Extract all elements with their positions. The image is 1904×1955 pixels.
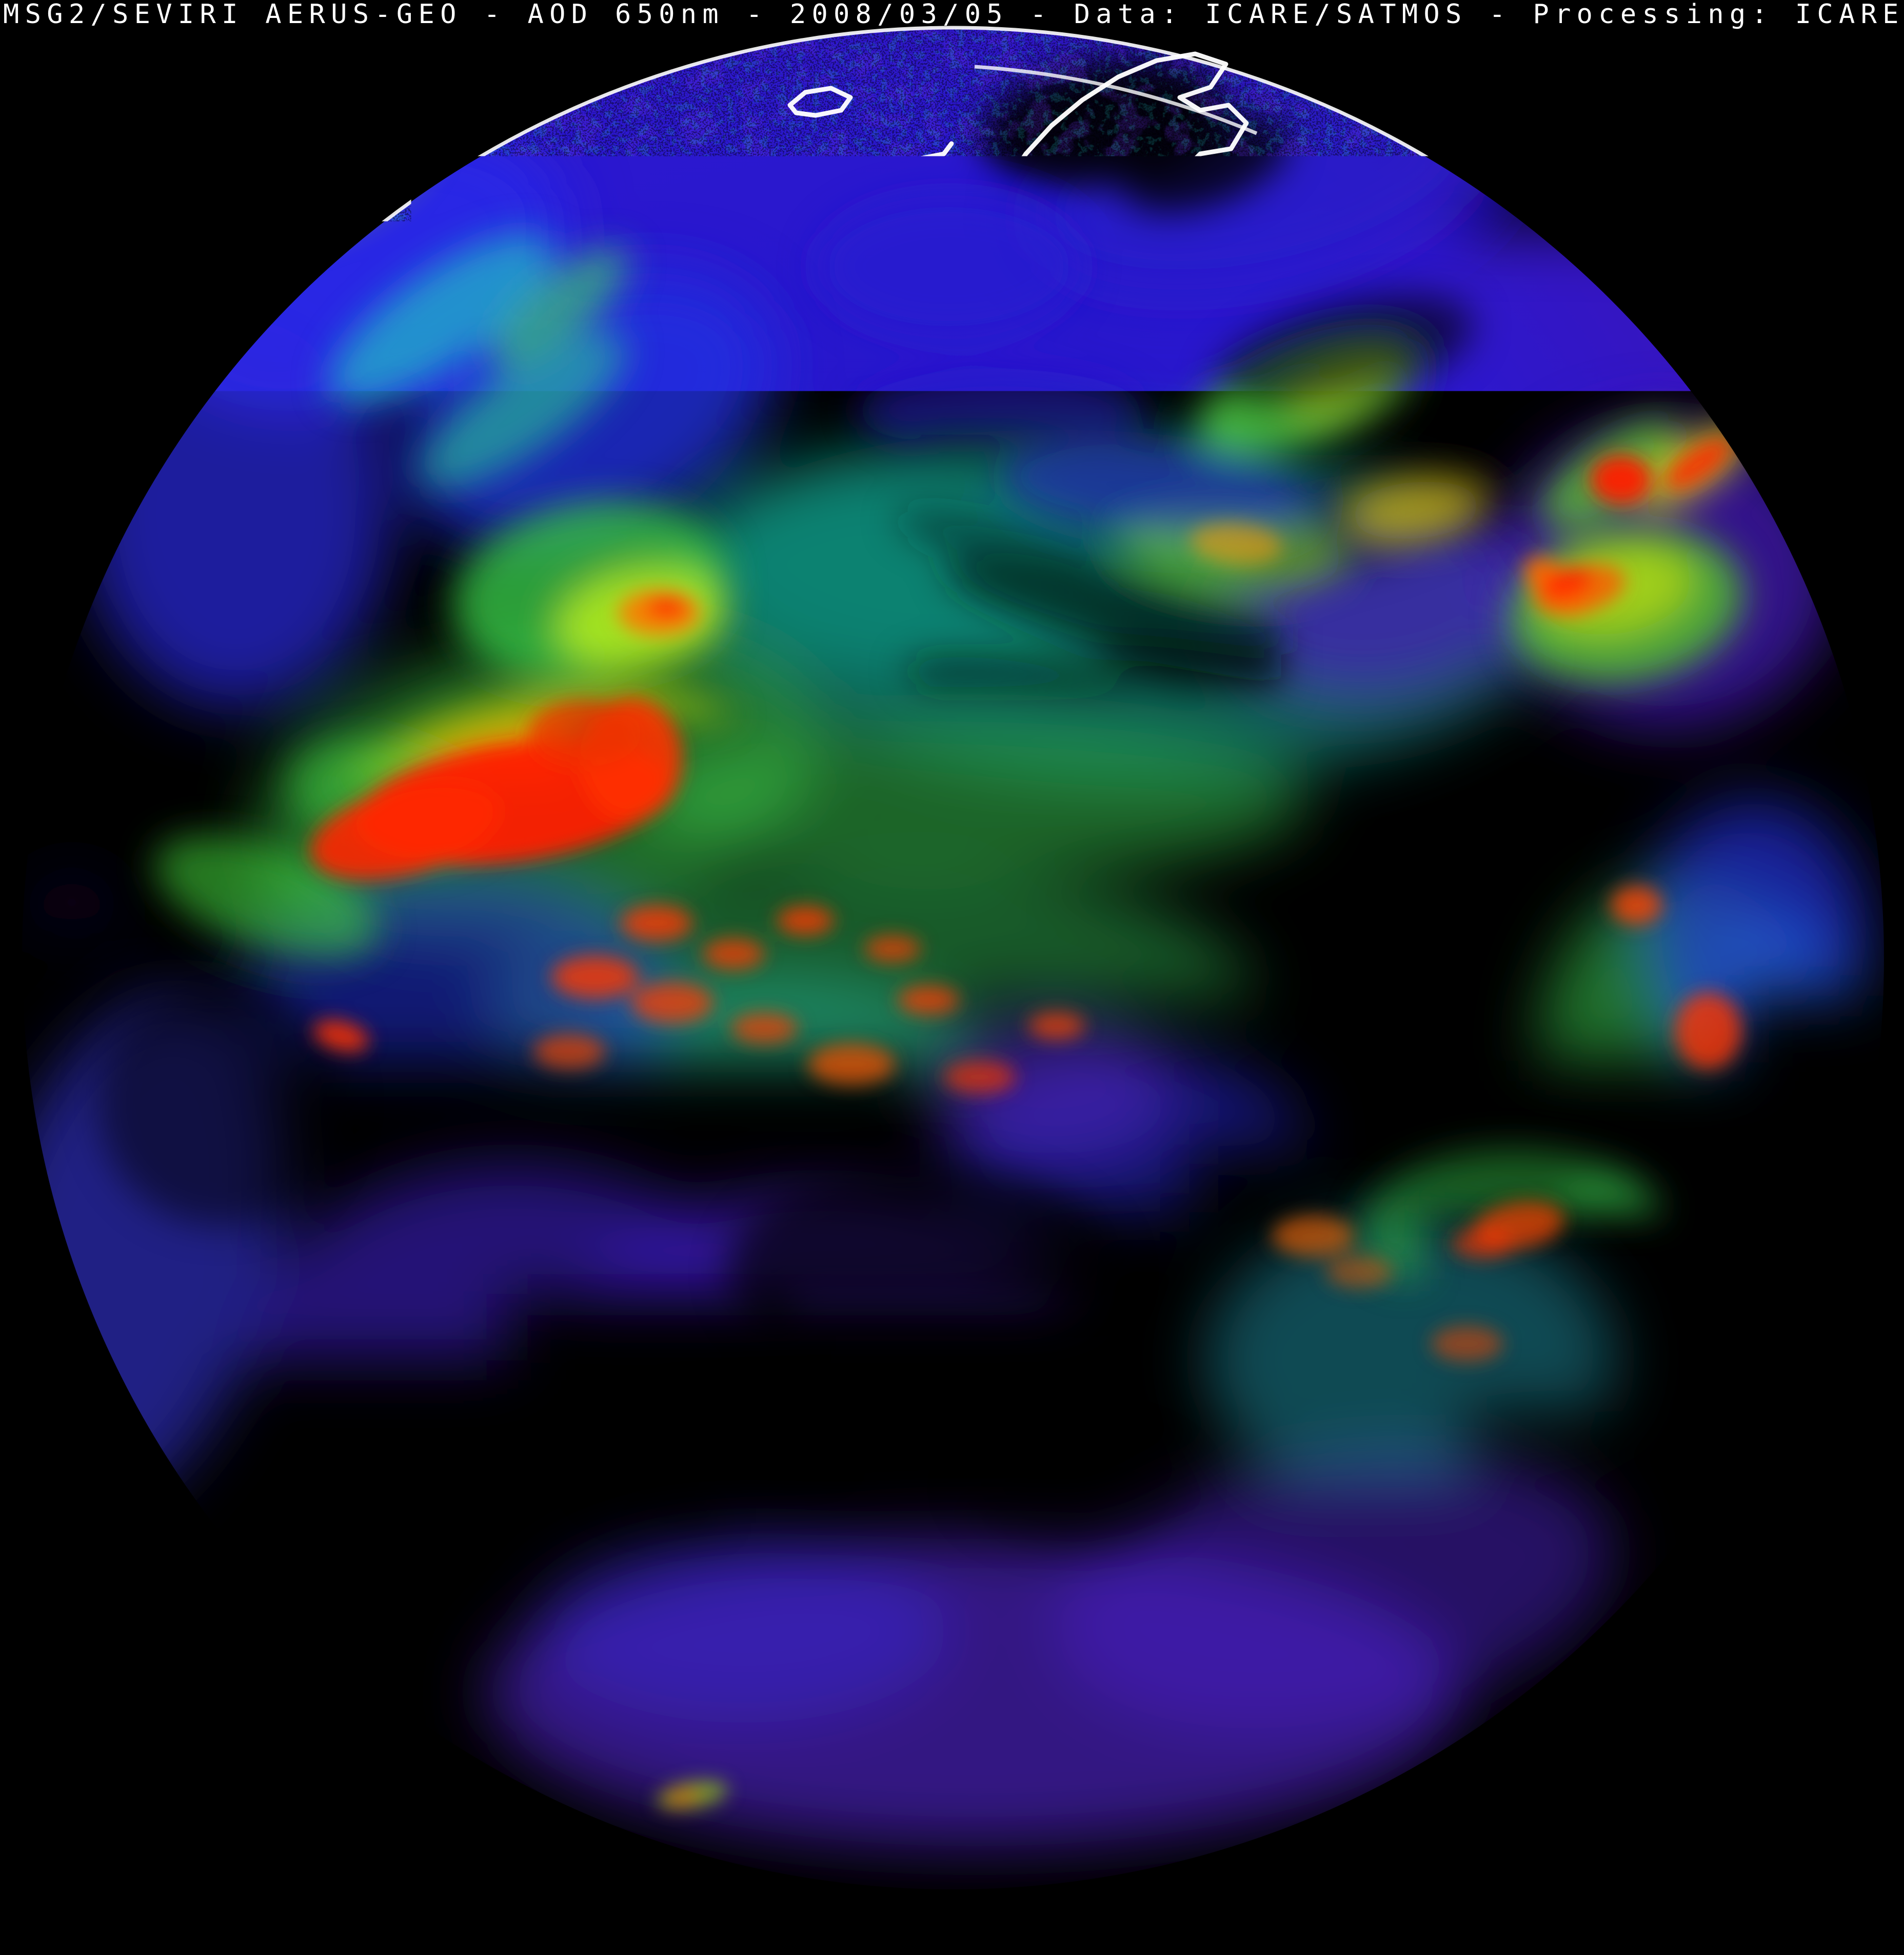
colorbar-tick-label: 0.6 — [1131, 1922, 1166, 1951]
colorbar-tick-label: 0.9 — [1658, 1922, 1694, 1951]
colorbar-tick — [444, 1912, 447, 1921]
colorbar-na-swatch — [84, 1885, 92, 1912]
screenshot-root: MSG2/SEVIRI AERUS-GEO - AOD 650nm - 2008… — [0, 0, 1904, 1955]
colorbar-tick-label: 0.5 — [955, 1922, 990, 1951]
colorbar-tick-label: 1.0 — [1833, 1922, 1869, 1951]
colorbar-tick — [620, 1912, 622, 1921]
colorbar-tick-label: 0.3 — [603, 1922, 639, 1951]
colorbar-gradient — [92, 1885, 1851, 1912]
colorbar-panel: NA 0.0 0.1 0.2 0.3 0.4 0.5 0.6 0.7 0.8 0… — [32, 1885, 1871, 1952]
colorbar-tick-label: 0.7 — [1306, 1922, 1342, 1951]
colorbar-tick-label: 0.0 — [75, 1922, 111, 1951]
colorbar-tick-label: 0.2 — [427, 1922, 463, 1951]
colorbar-tick-label: 0.1 — [251, 1922, 287, 1951]
full-disk-aod-map — [0, 0, 1904, 1955]
colorbar-tick — [1147, 1912, 1150, 1921]
colorbar-tick — [971, 1912, 974, 1921]
colorbar-tick-label: 0.4 — [779, 1922, 815, 1951]
colorbar-na-label: NA — [42, 1885, 75, 1912]
colorbar-tick — [268, 1912, 271, 1921]
colorbar-tick — [1850, 1912, 1852, 1921]
map-title: MSG2/SEVIRI AERUS-GEO - AOD 650nm - 2008… — [3, 1, 1904, 28]
colorbar-tick — [796, 1912, 798, 1921]
colorbar-tick — [92, 1912, 95, 1921]
colorbar-tick — [1499, 1912, 1501, 1921]
colorbar-tick — [1675, 1912, 1677, 1921]
colorbar-tick — [1323, 1912, 1325, 1921]
colorbar-tick-label: 0.8 — [1482, 1922, 1518, 1951]
